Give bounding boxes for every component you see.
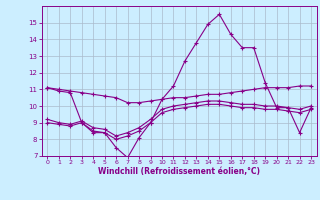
X-axis label: Windchill (Refroidissement éolien,°C): Windchill (Refroidissement éolien,°C) — [98, 167, 260, 176]
